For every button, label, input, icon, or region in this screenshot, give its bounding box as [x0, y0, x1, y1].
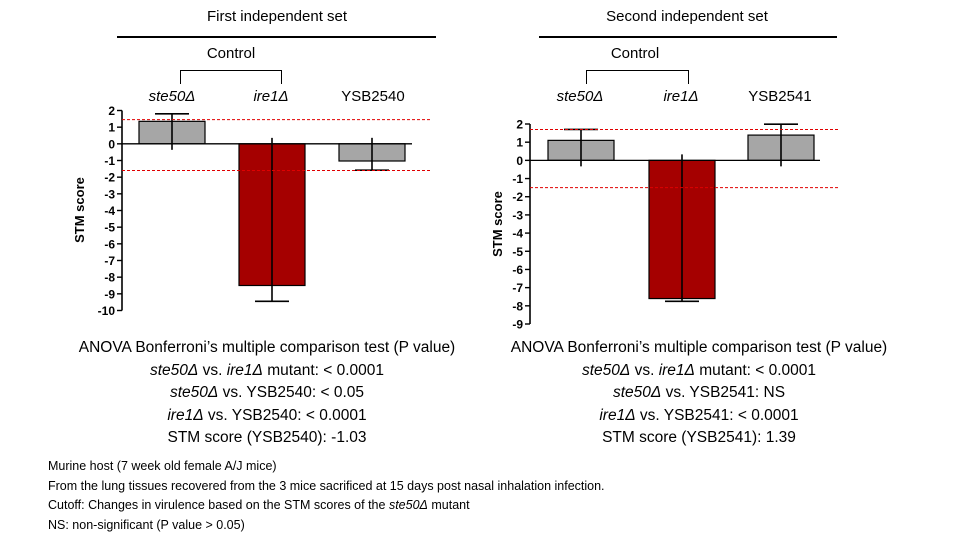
y-tick-label: -2 — [512, 190, 523, 204]
y-tick-label: -8 — [512, 299, 523, 313]
panel1-category-label-1: ire1Δ — [253, 88, 289, 105]
panel1-stats-line: ire1Δ vs. YSB2540: < 0.0001 — [167, 406, 367, 424]
panel2-title: Second independent set — [606, 8, 768, 25]
y-tick-label: 0 — [108, 137, 115, 151]
y-tick-label: 2 — [516, 118, 523, 132]
panel1-control-label: Control — [206, 45, 256, 62]
panel2-stats-line: ste50Δ vs. ire1Δ mutant: < 0.0001 — [581, 361, 817, 379]
y-tick-label: -8 — [104, 271, 115, 285]
y-tick-label: -5 — [104, 221, 115, 235]
y-tick-label: -4 — [104, 204, 115, 218]
panel1-stats-line: ste50Δ vs. YSB2540: < 0.05 — [169, 384, 365, 401]
panel2-category-label-0: ste50Δ — [556, 88, 604, 105]
panel1-category-label-2: YSB2540 — [341, 88, 405, 105]
y-tick-label: -6 — [512, 263, 523, 277]
panel2-control-label: Control — [610, 45, 660, 62]
panel1-category-label-0: ste50Δ — [148, 88, 196, 105]
y-tick-label: -7 — [512, 281, 523, 295]
y-tick-label: -3 — [104, 187, 115, 201]
y-tick-label: -4 — [512, 227, 523, 241]
y-tick-label: -1 — [104, 154, 115, 168]
y-tick-label: -3 — [512, 208, 523, 222]
panel2-stats: ANOVA Bonferroni’s multiple comparison t… — [479, 337, 919, 450]
panel2-stats-line: STM score (YSB2541): 1.39 — [602, 429, 796, 446]
panel1-title-rule — [117, 36, 436, 38]
y-tick-label: -5 — [512, 245, 523, 259]
footnotes: Murine host (7 week old female A/J mice)… — [48, 457, 605, 535]
panel2-chart: 2 1 0 -1 -2 -3 -4 -5 -6 -7 -8 -9 STM score — [490, 118, 840, 332]
y-axis-label: STM score — [490, 191, 505, 257]
y-tick-label: 1 — [108, 121, 115, 135]
footnote-cutoff: Cutoff: Changes in virulence based on th… — [48, 498, 470, 512]
panel1-stats: ANOVA Bonferroni’s multiple comparison t… — [47, 337, 487, 450]
panel1-stats-line: ste50Δ vs. ire1Δ mutant: < 0.0001 — [149, 361, 385, 379]
panel2-stats-heading: ANOVA Bonferroni’s multiple comparison t… — [510, 339, 888, 356]
y-tick-label: -1 — [512, 172, 523, 186]
panel1-stats-heading: ANOVA Bonferroni’s multiple comparison t… — [78, 339, 456, 356]
y-tick-label: -7 — [104, 254, 115, 268]
panel1-title: First independent set — [206, 8, 348, 25]
panel2-stats-line: ste50Δ vs. YSB2541: NS — [612, 384, 786, 401]
panel2-title-rule — [539, 36, 837, 38]
panel1-chart: 2 1 0 -1 -2 -3 -4 -5 -6 -7 -8 -9 -10 STM score — [72, 104, 432, 318]
y-tick-label: -9 — [512, 318, 523, 332]
panel2-category-label-2: YSB2541 — [748, 88, 812, 105]
footnote-host: Murine host (7 week old female A/J mice) — [48, 459, 277, 473]
y-tick-label: 1 — [516, 136, 523, 150]
panel2-category-label-1: ire1Δ — [663, 88, 699, 105]
y-axis-label: STM score — [72, 177, 87, 243]
footnote-ns: NS: non-significant (P value > 0.05) — [48, 517, 245, 532]
y-tick-label: -9 — [104, 287, 115, 301]
y-tick-label: 0 — [516, 154, 523, 168]
y-tick-label: -6 — [104, 237, 115, 251]
panel1-stats-line: STM score (YSB2540): -1.03 — [167, 429, 367, 446]
panel2-stats-line: ire1Δ vs. YSB2541: < 0.0001 — [599, 406, 799, 424]
y-tick-label: -2 — [104, 171, 115, 185]
y-tick-label: -10 — [98, 304, 116, 318]
panel1-control-bracket — [180, 70, 282, 84]
panel2-control-bracket — [586, 70, 689, 84]
y-tick-label: 2 — [108, 104, 115, 118]
footnote-tissues: From the lung tissues recovered from the… — [48, 478, 605, 493]
